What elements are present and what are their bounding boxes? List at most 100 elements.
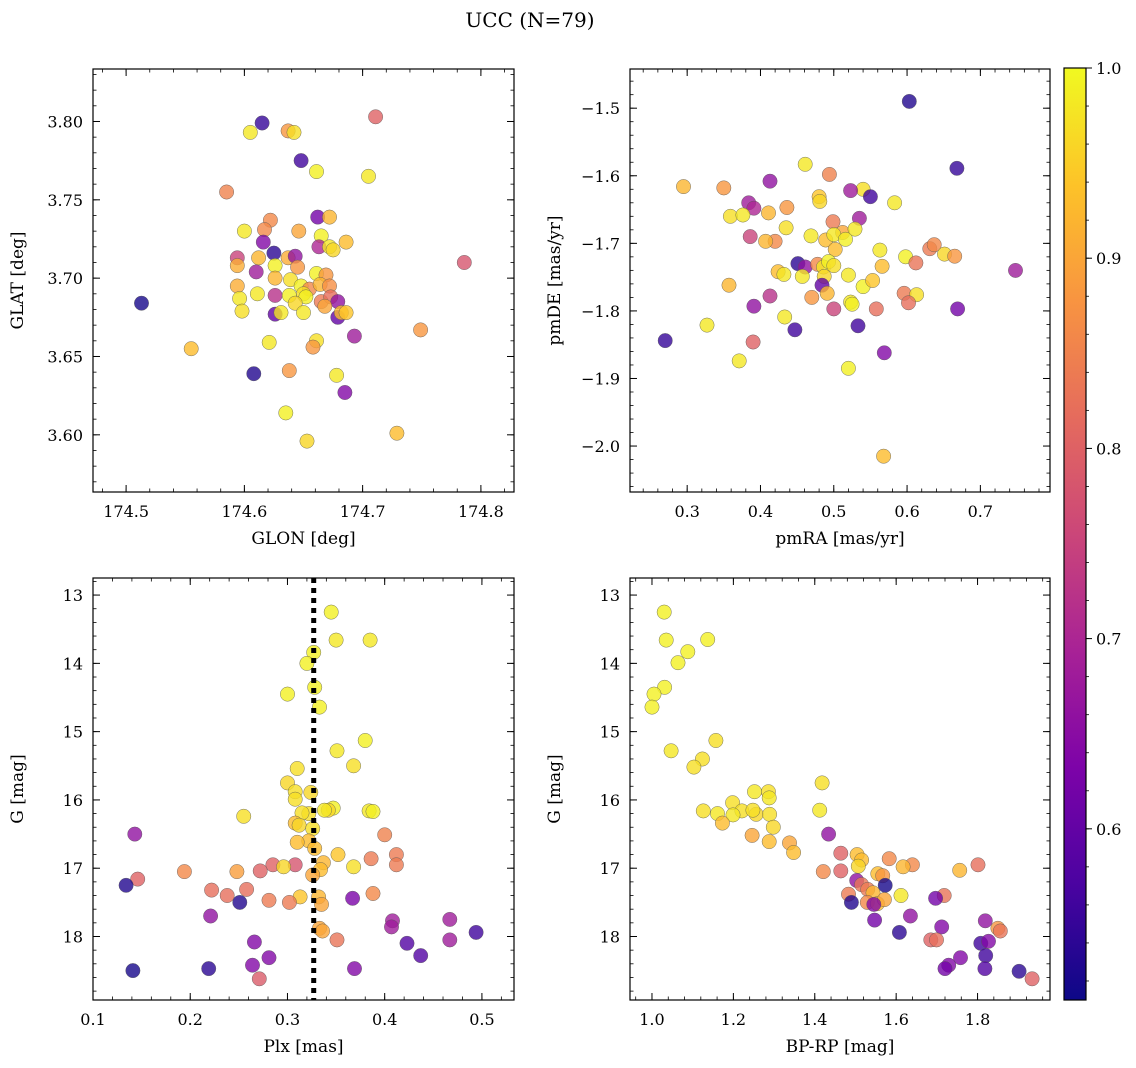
data-point [903, 908, 918, 924]
axis-ticks: 1.0 1.2 1.4 1.6 1.8 13 14 15 16 17 18 [600, 578, 1050, 1029]
data-point [1008, 262, 1023, 278]
x-axis-label: Plx [mas] [263, 1037, 343, 1057]
data-point [815, 864, 831, 879]
scatter-panel-bprp-g: 1.0 1.2 1.4 1.6 1.8 13 14 15 16 17 18 BP-RP [mag] G … [545, 577, 1051, 1057]
x-tick-label: 0.2 [178, 1010, 203, 1029]
data-point [329, 367, 344, 383]
data-point [786, 845, 801, 860]
x-axis-label: GLON [deg] [251, 529, 355, 549]
x-tick-label: 1.4 [802, 1010, 827, 1029]
data-point [267, 270, 283, 286]
figure-title: UCC (N=79) [465, 8, 594, 32]
colorbar-tick-label: 0.6 [1096, 820, 1121, 839]
plot-frame [629, 577, 1051, 1001]
scatter-panel-pmra-pmde: 0.3 0.4 0.5 0.6 0.7 −2.0 −1.9 −1.8 −1.7 −1.6 −1.5 p… [545, 68, 1051, 549]
data-point [797, 156, 813, 172]
data-point [246, 366, 262, 382]
data-point [715, 815, 730, 831]
x-tick-label: 174.7 [340, 502, 386, 521]
data-point [746, 200, 762, 216]
data-point [286, 124, 302, 140]
data-point [1024, 971, 1040, 987]
data-point [299, 656, 315, 671]
data-point [794, 268, 810, 284]
y-tick-label: −1.5 [581, 99, 620, 118]
x-tick-label: 0.5 [469, 1010, 494, 1029]
data-point [289, 761, 305, 776]
data-point [365, 804, 381, 819]
data-point [346, 758, 361, 774]
data-point [314, 897, 329, 912]
colorbar-tick-label: 0.7 [1096, 630, 1121, 649]
data-point [368, 109, 383, 125]
data-point [338, 305, 354, 320]
data-point [762, 288, 778, 304]
data-points [644, 604, 1040, 987]
data-point [746, 298, 762, 314]
data-point [287, 791, 303, 807]
data-point [239, 882, 255, 897]
data-point [777, 309, 793, 325]
data-point [246, 934, 262, 950]
y-tick-label: 13 [600, 586, 620, 605]
y-tick-label: −1.9 [581, 369, 620, 388]
data-point [251, 971, 267, 987]
data-point [949, 160, 965, 176]
data-point [257, 222, 272, 238]
data-point [937, 961, 953, 976]
x-tick-label: 0.7 [968, 502, 993, 521]
data-point [236, 808, 252, 824]
x-tick-label: 174.5 [103, 502, 149, 521]
x-tick-label: 174.6 [221, 502, 267, 521]
data-point [761, 834, 777, 849]
data-point [868, 301, 884, 317]
data-point [850, 318, 866, 334]
data-point [644, 699, 660, 715]
data-point [804, 289, 820, 305]
data-point [127, 826, 143, 842]
axis-ticks: 174.5 174.6 174.7 174.8 3.60 3.65 3.70 3.75 3.80 [47, 69, 514, 521]
x-axis-label: BP-RP [mag] [786, 1037, 895, 1057]
data-point [315, 923, 330, 939]
data-point [357, 733, 373, 748]
data-point [863, 189, 878, 205]
data-point [249, 286, 265, 302]
scatter-panel-plx-g: 0.1 0.2 0.3 0.4 0.5 13 14 15 16 17 18 Plx [mas] G [m… [8, 577, 515, 1057]
data-point [742, 229, 758, 245]
data-point [289, 834, 305, 850]
data-point [670, 655, 686, 671]
data-point [317, 298, 333, 314]
colorbar-tick-label: 1.0 [1096, 59, 1121, 78]
data-point [776, 266, 792, 282]
y-tick-label: 17 [600, 859, 620, 878]
x-tick-label: 1.8 [965, 1010, 990, 1029]
data-point [329, 932, 345, 948]
data-point [895, 859, 911, 875]
data-point [658, 632, 674, 648]
data-point [234, 303, 250, 319]
data-point [347, 961, 362, 976]
data-point [296, 305, 311, 320]
data-point [261, 950, 277, 966]
data-point [280, 686, 295, 702]
y-tick-label: 3.70 [47, 269, 83, 288]
data-point [822, 166, 837, 182]
y-tick-label: 3.80 [47, 112, 83, 131]
data-point [699, 317, 715, 333]
axis-ticks: 0.3 0.4 0.5 0.6 0.7 −2.0 −1.9 −1.8 −1.7 −1.6 −1.5 [581, 69, 1050, 521]
data-point [708, 733, 724, 748]
data-point [656, 604, 672, 620]
data-point [468, 925, 484, 940]
data-point [337, 385, 353, 400]
data-point [261, 334, 277, 350]
data-point [361, 168, 376, 184]
data-point [765, 819, 781, 835]
data-point [413, 948, 429, 963]
data-point [134, 295, 149, 311]
data-point [977, 913, 993, 929]
data-point [827, 241, 843, 257]
data-point [203, 908, 219, 924]
colorbar-gradient [1063, 67, 1087, 1001]
data-point [299, 433, 315, 449]
x-tick-label: 1.6 [883, 1010, 908, 1029]
